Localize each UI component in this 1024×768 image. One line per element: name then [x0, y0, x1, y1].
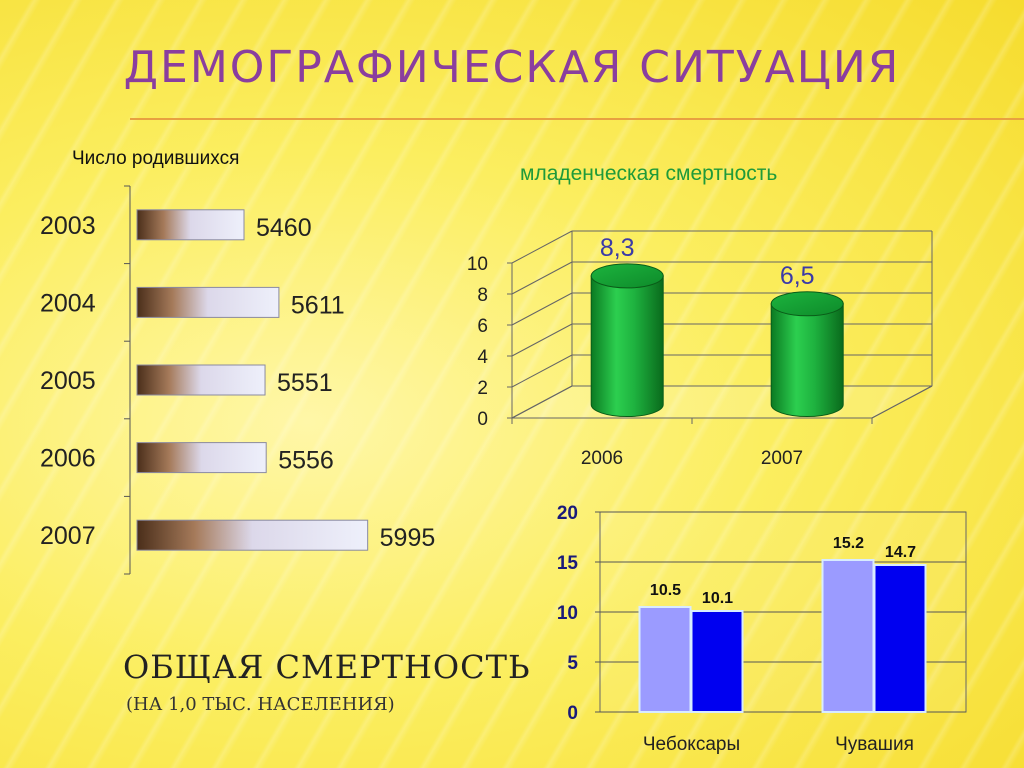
mortality-tick-label: 5	[567, 653, 578, 674]
births-bar	[136, 286, 280, 318]
infant-grid-side	[511, 354, 573, 388]
mortality-chart: 0 5 10 15 20 10.5 10.1 Чебоксары 15.2 14.7 Чувашия	[557, 503, 967, 755]
infant-mortality-chart: 0 2 4 6 8 10 8,3 2006 6,5 2007	[467, 230, 933, 469]
infant-tick-label: 4	[477, 347, 488, 368]
births-bar	[136, 209, 245, 241]
births-value-label: 5551	[277, 369, 333, 397]
mortality-tick-label: 0	[567, 703, 578, 724]
infant-cylinder	[590, 275, 664, 418]
mortality-value-label: 10.1	[702, 590, 733, 607]
title-divider	[130, 118, 1024, 120]
infant-tick-label: 0	[477, 409, 488, 430]
infant-category-label: 2007	[761, 448, 803, 469]
births-bar	[136, 442, 267, 474]
births-category-label: 2007	[40, 522, 96, 550]
infant-tick-label: 10	[467, 254, 488, 275]
births-chart-label: Число родившихся	[72, 148, 240, 169]
mortality-bar	[821, 559, 875, 713]
mortality-bar	[873, 564, 927, 713]
infant-tick-label: 6	[477, 316, 488, 337]
mortality-chart-subtitle: (на 1,0 тыс. населения)	[126, 694, 395, 715]
infant-grid-side	[511, 323, 573, 357]
mortality-category-label: Чебоксары	[643, 734, 740, 755]
mortality-value-label: 14.7	[885, 544, 916, 561]
infant-cylinder	[770, 303, 844, 418]
mortality-value-label: 10.5	[650, 582, 681, 599]
mortality-tick-label: 15	[557, 553, 579, 574]
births-chart: 2003 5460 2004 5611 2005 5551 2006 5556 2007 5995	[40, 185, 436, 575]
births-bar	[136, 364, 266, 396]
births-category-label: 2004	[40, 289, 96, 317]
infant-floor	[511, 385, 933, 419]
infant-grid-side	[511, 292, 573, 326]
births-category-label: 2005	[40, 367, 96, 395]
mortality-value-label: 15.2	[833, 535, 864, 552]
infant-value-label: 6,5	[780, 262, 815, 290]
mortality-bar	[690, 610, 744, 713]
infant-value-label: 8,3	[600, 234, 635, 262]
mortality-bar	[638, 606, 692, 713]
births-value-label: 5611	[291, 291, 345, 319]
mortality-chart-title: Общая смертность	[123, 648, 531, 686]
infant-grid-side	[511, 230, 573, 264]
births-category-label: 2006	[40, 445, 96, 473]
births-value-label: 5995	[380, 524, 436, 552]
infant-cylinder-top	[590, 263, 664, 289]
infant-grid-side	[511, 385, 573, 419]
infant-category-label: 2006	[581, 448, 623, 469]
page-title: Демографическая ситуация	[123, 42, 901, 93]
mortality-tick-label: 10	[557, 603, 578, 624]
births-category-label: 2003	[40, 212, 96, 240]
infant-chart-label: младенческая смертность	[520, 162, 778, 185]
mortality-category-label: Чувашия	[835, 734, 914, 755]
infant-tick-label: 2	[477, 378, 488, 399]
infant-grid-side	[511, 261, 573, 295]
births-value-label: 5556	[278, 447, 334, 475]
births-bar	[136, 519, 369, 551]
births-value-label: 5460	[256, 214, 312, 242]
infant-cylinder-top	[770, 291, 844, 317]
infant-tick-label: 8	[477, 285, 488, 306]
mortality-tick-label: 20	[557, 503, 578, 524]
infant-base-side	[871, 385, 933, 419]
